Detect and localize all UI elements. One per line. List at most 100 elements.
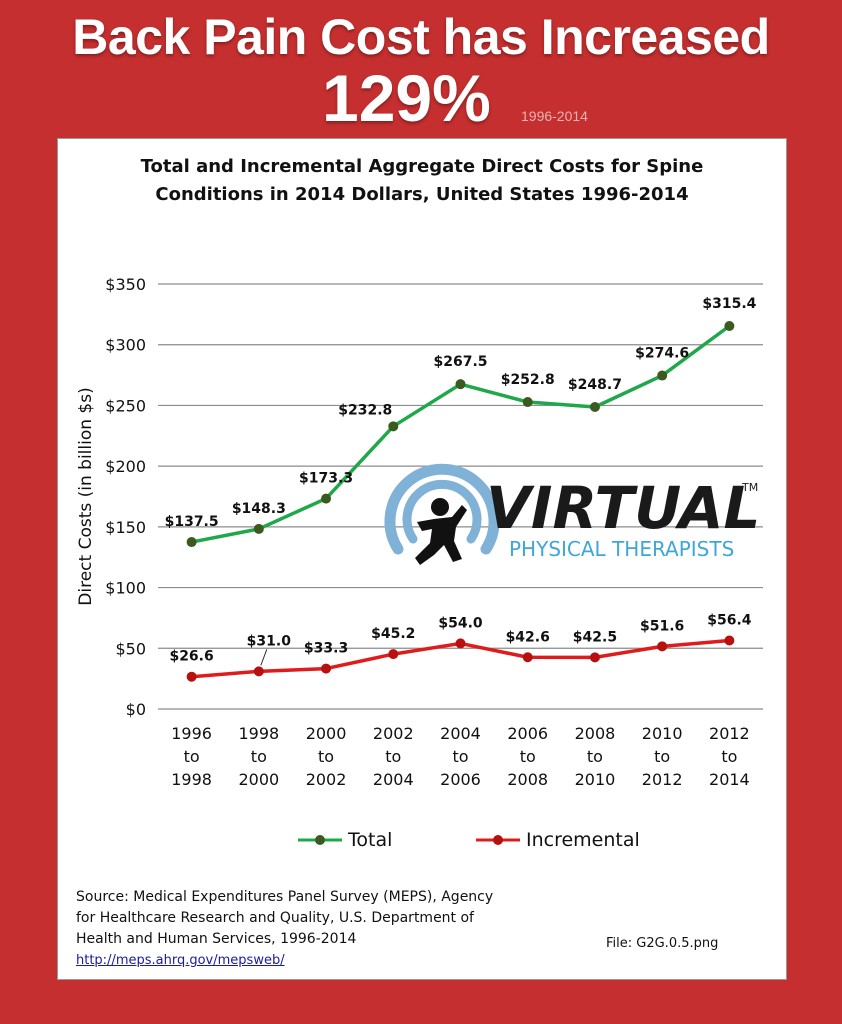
legend: Total Incremental bbox=[58, 829, 786, 859]
series-lines bbox=[186, 321, 735, 682]
legend-item-total: Total bbox=[298, 829, 392, 851]
logo-trademark: TM bbox=[741, 481, 758, 494]
data-point-incremental bbox=[522, 652, 533, 663]
data-label-total: $274.6 bbox=[635, 346, 689, 362]
line-chart: $0 $50 $100 $150 $200 $250 $300 $350 Direct Cost… bbox=[76, 275, 763, 789]
x-tick-label: to bbox=[721, 747, 737, 766]
file-label: File: G2G.0.5.png bbox=[606, 936, 719, 951]
legend-marker-incremental bbox=[476, 835, 520, 845]
x-tick-label: 2010 bbox=[642, 724, 683, 743]
data-point-total bbox=[253, 523, 264, 534]
x-tick-label: to bbox=[318, 747, 334, 766]
data-point-total bbox=[455, 379, 466, 390]
data-label-incremental: $42.5 bbox=[573, 629, 617, 645]
data-label-incremental: $31.0 bbox=[247, 633, 292, 649]
data-point-total bbox=[724, 321, 735, 332]
chart-title-line-2: Conditions in 2014 Dollars, United State… bbox=[155, 184, 689, 205]
data-point-incremental bbox=[724, 635, 735, 646]
data-point-total bbox=[388, 421, 399, 432]
legend-label-total: Total bbox=[348, 829, 393, 851]
x-tick-label: to bbox=[520, 747, 536, 766]
x-tick-label: to bbox=[452, 747, 468, 766]
x-tick-label: to bbox=[184, 747, 200, 766]
data-point-incremental bbox=[186, 671, 197, 682]
data-point-incremental bbox=[253, 666, 264, 677]
data-label-incremental: $26.6 bbox=[169, 649, 213, 665]
x-tick-label: 1996 bbox=[171, 724, 212, 743]
runner-figure-icon bbox=[415, 498, 467, 565]
x-tick-label: 1998 bbox=[238, 724, 279, 743]
source-note: Source: Medical Expenditures Panel Surve… bbox=[76, 887, 506, 971]
label-leader-line bbox=[260, 649, 268, 666]
legend-label-incremental: Incremental bbox=[526, 829, 640, 851]
legend-marker-total bbox=[298, 835, 342, 845]
x-tick-label: 2010 bbox=[575, 770, 616, 789]
chart-title-line-1: Total and Incremental Aggregate Direct C… bbox=[140, 156, 704, 177]
data-label-incremental: $54.0 bbox=[438, 615, 483, 631]
x-tick-label: to bbox=[385, 747, 401, 766]
x-tick-label: 2002 bbox=[306, 770, 347, 789]
data-label-total: $232.8 bbox=[338, 402, 392, 418]
x-tick-label: 2008 bbox=[575, 724, 616, 743]
data-label-total: $173.3 bbox=[299, 471, 353, 487]
year-range: 1996-2014 bbox=[521, 108, 588, 124]
source-text: Source: Medical Expenditures Panel Surve… bbox=[76, 889, 494, 947]
x-tick-label: 2000 bbox=[306, 724, 347, 743]
data-label-total: $315.4 bbox=[702, 296, 756, 312]
data-label-total: $148.3 bbox=[232, 501, 286, 517]
y-tick-label: $300 bbox=[105, 336, 146, 355]
y-tick-label: $0 bbox=[126, 700, 146, 719]
source-link[interactable]: http://meps.ahrq.gov/mepsweb/ bbox=[76, 953, 285, 968]
chart-title: Total and Incremental Aggregate Direct C… bbox=[58, 153, 786, 209]
data-point-total bbox=[589, 402, 600, 413]
logo-subtitle: PHYSICAL THERAPISTS bbox=[509, 537, 734, 561]
x-tick-label: 1998 bbox=[171, 770, 212, 789]
data-point-incremental bbox=[321, 663, 332, 674]
x-tick-label: to bbox=[251, 747, 267, 766]
x-tick-label: to bbox=[654, 747, 670, 766]
x-tick-label: 2008 bbox=[507, 770, 548, 789]
y-tick-label: $50 bbox=[115, 639, 146, 658]
x-tick-label: 2012 bbox=[709, 724, 750, 743]
x-tick-label: to bbox=[587, 747, 603, 766]
y-tick-label: $350 bbox=[105, 275, 146, 294]
data-point-incremental bbox=[657, 641, 668, 652]
data-label-total: $267.5 bbox=[433, 354, 487, 370]
x-tick-label: 2004 bbox=[373, 770, 414, 789]
y-axis-title: Direct Costs (in billion $s) bbox=[76, 387, 96, 605]
logo-wordmark: VIRTUAL bbox=[486, 474, 760, 542]
x-tick-label: 2000 bbox=[238, 770, 279, 789]
data-label-incremental: $56.4 bbox=[707, 613, 752, 629]
data-labels: $137.5 $148.3 $173.3 $232.8 $267.5 $252.8 $248… bbox=[165, 296, 757, 665]
y-tick-label: $150 bbox=[105, 518, 146, 537]
x-tick-label: 2006 bbox=[440, 770, 481, 789]
x-tick-label: 2006 bbox=[507, 724, 548, 743]
data-point-total bbox=[186, 537, 197, 548]
x-tick-label: 2004 bbox=[440, 724, 481, 743]
headline: Back Pain Cost has Increased bbox=[72, 9, 770, 65]
axis-labels: $0 $50 $100 $150 $200 $250 $300 $350 Direct Cost… bbox=[76, 275, 750, 789]
data-point-incremental bbox=[455, 638, 466, 649]
broadcast-rings-icon bbox=[384, 463, 500, 555]
legend-item-incremental: Incremental bbox=[476, 829, 640, 851]
data-label-incremental: $42.6 bbox=[506, 629, 550, 645]
x-tick-label: 2012 bbox=[642, 770, 683, 789]
data-point-incremental bbox=[589, 652, 600, 663]
percent-increase: 129% bbox=[322, 61, 491, 135]
x-tick-label: 2002 bbox=[373, 724, 414, 743]
virtual-pt-logo: VIRTUAL TM PHYSICAL THERAPISTS bbox=[384, 463, 760, 565]
y-tick-label: $250 bbox=[105, 396, 146, 415]
data-point-total bbox=[522, 397, 533, 408]
data-point-incremental bbox=[388, 649, 399, 660]
x-tick-label: 2014 bbox=[709, 770, 750, 789]
data-label-incremental: $33.3 bbox=[304, 641, 348, 657]
y-tick-label: $100 bbox=[105, 579, 146, 598]
data-point-total bbox=[321, 493, 332, 504]
data-label-incremental: $51.6 bbox=[640, 618, 684, 634]
data-label-incremental: $45.2 bbox=[371, 626, 415, 642]
data-label-total: $252.8 bbox=[501, 372, 555, 388]
data-point-total bbox=[657, 370, 668, 381]
data-label-total: $248.7 bbox=[568, 377, 622, 393]
data-label-total: $137.5 bbox=[165, 514, 219, 530]
y-tick-label: $200 bbox=[105, 457, 146, 476]
